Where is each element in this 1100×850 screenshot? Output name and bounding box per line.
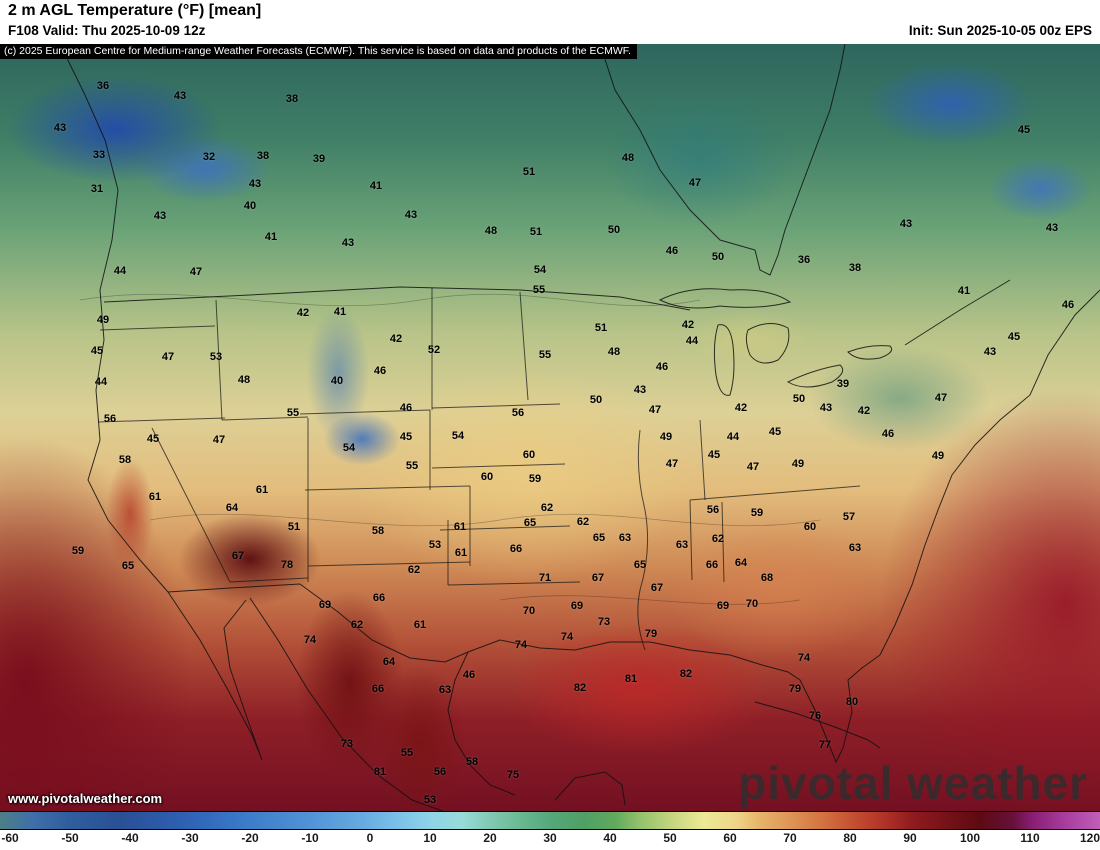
colorbar-tick-label: -60 [1,831,19,845]
colorbar-tick-label: -20 [241,831,259,845]
colorbar-tick-label: 10 [423,831,437,845]
watermark-brand: pivotal weather [738,757,1088,809]
colorbar-tick-label: -50 [61,831,79,845]
colorbar-tick-label: -10 [301,831,319,845]
copyright-bar: (c) 2025 European Centre for Medium-rang… [0,44,637,59]
init-time: Init: Sun 2025-10-05 00z EPS [908,23,1092,38]
watermark-url: www.pivotalweather.com [8,791,163,806]
page-title: 2 m AGL Temperature (°F) [mean] [8,2,262,19]
colorbar-tick-label: 40 [603,831,617,845]
colorbar-ticks: -60 -50 -40 -30 -20 -10 0 10 20 30 40 50 60 70 80 90 100… [1,830,1100,850]
colorbar-tick-label: 0 [366,831,374,845]
colorbar-tick-label: 50 [663,831,677,845]
colorbar-tick-label: 30 [543,831,557,845]
colorbar: -60 -50 -40 -30 -20 -10 0 10 20 30 40 50 60 70 80 90 100… [0,811,1100,850]
colorbar-tick-label: 20 [483,831,497,845]
colorbar-tick-label: 60 [723,831,737,845]
map-canvas [0,44,1100,812]
colorbar-tick-label: 120 [1079,831,1100,845]
colorbar-tick-label: 100 [959,831,981,845]
colorbar-tick-label: 90 [903,831,917,845]
colorbar-gradient [0,812,1100,830]
valid-time: F108 Valid: Thu 2025-10-09 12z [8,23,206,38]
colorbar-tick-label: 80 [843,831,857,845]
colorbar-tick-label: -40 [121,831,139,845]
colorbar-tick-label: -30 [181,831,199,845]
header: 2 m AGL Temperature (°F) [mean] F108 Val… [0,0,1100,44]
colorbar-tick-label: 110 [1020,831,1040,845]
colorbar-tick-label: 70 [783,831,797,845]
